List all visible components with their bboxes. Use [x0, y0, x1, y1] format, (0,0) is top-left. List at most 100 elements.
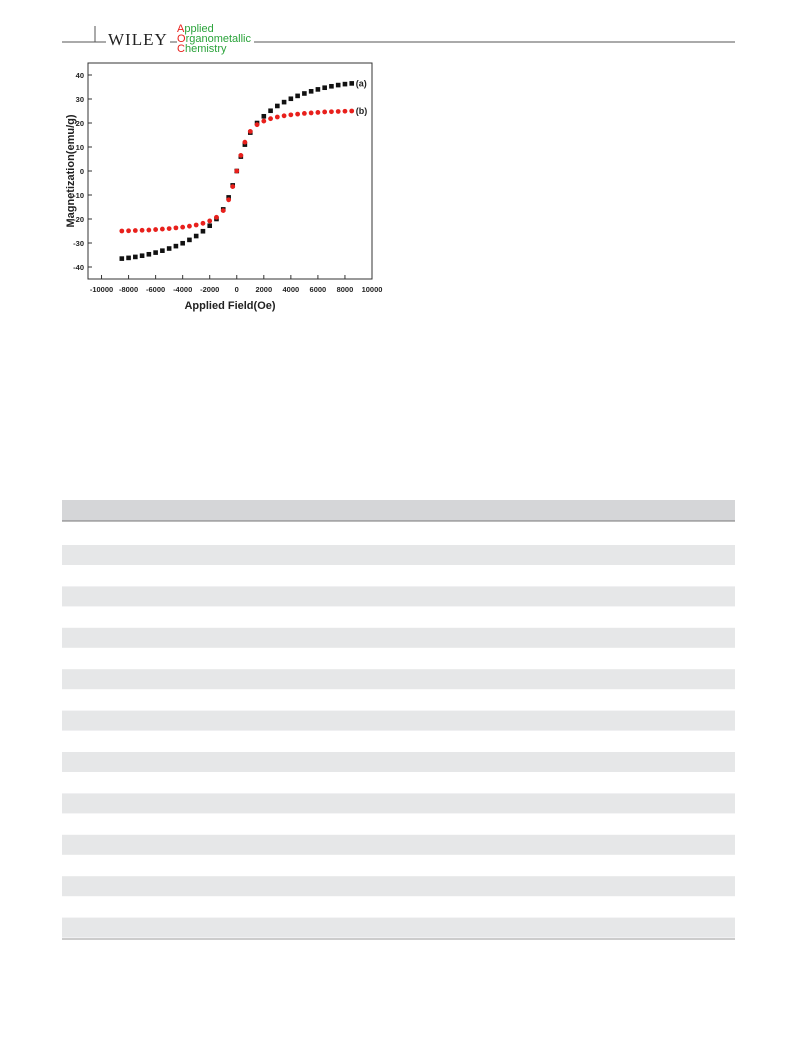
data-point — [315, 87, 321, 92]
table-stripe — [62, 834, 735, 855]
journal-name: Applied Organometallic Chemistry — [177, 24, 254, 55]
data-point — [322, 85, 327, 91]
data-point — [288, 96, 294, 102]
x-tick-label: 6000 — [310, 285, 327, 294]
data-point — [160, 248, 165, 253]
plot-frame — [87, 62, 373, 280]
data-point — [274, 114, 280, 120]
y-tick-label: 10 — [76, 143, 84, 152]
y-tick-label: -20 — [73, 215, 84, 224]
data-point — [132, 228, 138, 233]
data-point — [220, 208, 226, 214]
table-stripe — [62, 917, 735, 938]
data-point — [275, 103, 280, 109]
x-tick-label: 10000 — [362, 285, 383, 294]
journal-line: Chemistry — [177, 43, 227, 55]
data-point — [234, 168, 240, 174]
data-point — [329, 109, 334, 115]
data-point — [153, 250, 158, 255]
data-point — [200, 228, 206, 234]
data-point — [146, 251, 152, 257]
y-tick-label: 40 — [76, 71, 84, 80]
table-header — [62, 500, 735, 521]
chart: Applied Field(Oe) Magnetization(emu/g) -… — [65, 62, 383, 312]
y-tick-label: -10 — [73, 191, 84, 200]
data-point — [159, 226, 165, 232]
table-stripe — [62, 710, 735, 731]
data-point — [308, 89, 314, 94]
data-point — [335, 109, 341, 114]
data-point — [308, 110, 314, 116]
data-point — [166, 226, 172, 232]
data-point — [342, 108, 348, 114]
y-tick-label: 0 — [80, 167, 84, 176]
data-point — [126, 228, 131, 234]
data-point — [207, 223, 213, 229]
data-point — [342, 81, 348, 87]
table — [62, 500, 735, 940]
data-point — [153, 227, 159, 232]
data-point — [187, 237, 192, 243]
table-stripe — [62, 752, 735, 772]
data-point — [281, 113, 287, 119]
data-point — [193, 222, 199, 228]
table-stripe — [62, 545, 735, 565]
table-stripe — [62, 586, 735, 607]
x-tick-label: -10000 — [90, 285, 113, 294]
table-stripes — [62, 545, 735, 938]
data-point — [207, 218, 213, 224]
x-tick-label: 0 — [235, 285, 239, 294]
x-tick-label: 8000 — [337, 285, 354, 294]
data-point — [133, 254, 138, 260]
data-point — [173, 225, 179, 231]
data-point — [173, 243, 179, 249]
data-point — [119, 256, 125, 261]
table-stripe — [62, 627, 735, 648]
data-point — [242, 142, 248, 147]
data-point — [180, 240, 185, 246]
y-tick-label: 20 — [76, 119, 84, 128]
y-tick-label: 30 — [76, 95, 84, 104]
data-point — [268, 108, 273, 114]
table-stripe — [62, 793, 735, 814]
data-point — [281, 99, 287, 105]
table-stripe — [62, 669, 735, 690]
data-point — [261, 113, 267, 119]
data-point — [322, 109, 328, 115]
y-tick-label: -40 — [73, 263, 84, 272]
series-label: (b) — [356, 106, 368, 116]
data-point — [268, 116, 273, 122]
table-stripe — [62, 876, 735, 897]
data-point — [335, 82, 341, 88]
x-axis-label: Applied Field(Oe) — [184, 300, 275, 312]
data-point — [226, 197, 232, 203]
data-point — [301, 111, 307, 116]
data-point — [288, 112, 294, 118]
x-tick-label: -8000 — [119, 285, 138, 294]
data-point — [166, 246, 172, 251]
y-axis-label: Magnetization(emu/g) — [65, 114, 77, 227]
data-point — [193, 233, 199, 239]
data-point — [238, 153, 244, 158]
data-point — [261, 118, 267, 124]
data-point — [126, 255, 131, 261]
data-point — [295, 111, 301, 117]
data-point — [119, 228, 125, 234]
data-point — [200, 220, 206, 226]
series-label: (a) — [356, 78, 367, 88]
publisher-logo: WILEY — [106, 30, 170, 50]
data-point — [187, 223, 192, 229]
data-point — [247, 129, 253, 134]
data-point — [295, 93, 300, 99]
x-tick-label: -2000 — [200, 285, 219, 294]
data-point — [226, 195, 231, 200]
x-tick-label: -6000 — [146, 285, 165, 294]
data-point — [349, 81, 355, 86]
x-tick-label: 2000 — [255, 285, 272, 294]
y-tick-label: -30 — [73, 239, 84, 248]
data-point — [139, 253, 145, 259]
journal-line: Organometallic — [177, 33, 251, 45]
data-point — [242, 139, 248, 145]
